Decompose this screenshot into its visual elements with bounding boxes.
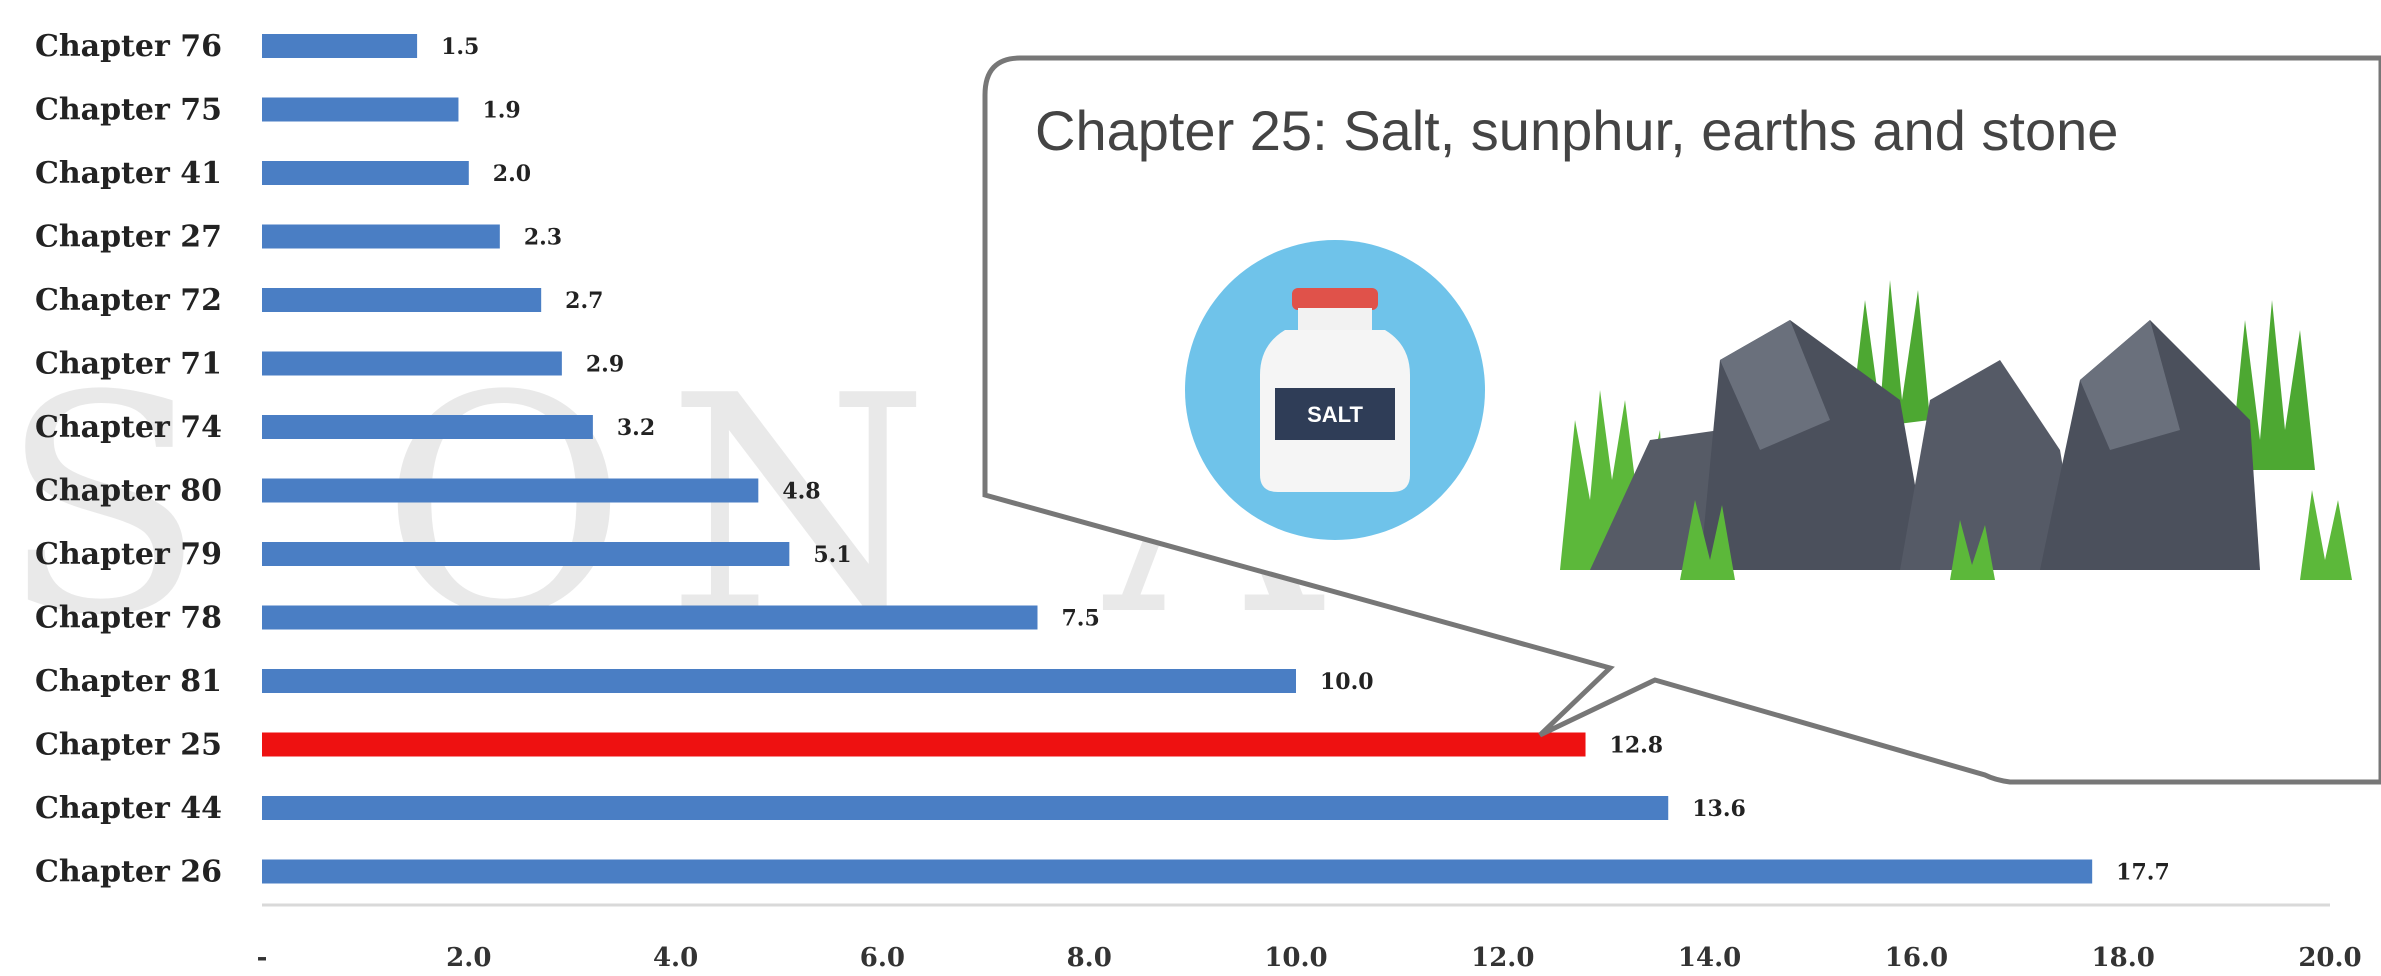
x-tick-label: 16.0 [1885,943,1948,973]
category-labels: Chapter 76 Chapter 75 Chapter 41 Chapter 27… [35,29,222,890]
value-label: 2.9 [586,352,624,378]
value-label: 2.0 [493,161,531,187]
value-label: 1.9 [482,98,520,124]
callout-bubble [982,55,2381,785]
bar-chapter-75 [262,97,459,122]
x-tick-label: 8.0 [1067,943,1112,973]
value-label: 1.5 [441,34,479,60]
category-label: Chapter 25 [35,728,222,763]
category-label: Chapter 81 [35,664,222,699]
salt-bottle-icon: SALT [1185,240,1485,540]
bar-chapter-80 [262,478,759,503]
category-label: Chapter 76 [35,29,222,64]
value-label: 2.3 [524,225,562,251]
value-labels: 1.5 1.9 2.0 2.3 2.7 2.9 3.2 4.8 5.1 7.5 10.0 12.8 13… [441,34,2170,886]
bar-chapter-79 [262,542,790,566]
bar-chapter-78 [262,605,1038,630]
category-label: Chapter 74 [35,410,222,445]
bar-chapter-81 [262,669,1296,693]
rocks-and-grass-illustration [1560,280,2352,580]
callout-title: Chapter 25: Salt, sunphur, earths and st… [1035,99,2118,162]
x-tick-labels: - 2.0 4.0 6.0 8.0 10.0 12.0 14.0 16.0 18.0 20.0 [257,943,2362,973]
category-label: Chapter 79 [35,537,222,572]
bars-group [262,34,2093,884]
category-label: Chapter 80 [35,474,222,509]
value-label: 10.0 [1320,669,1374,695]
category-label: Chapter 78 [35,601,222,636]
category-label: Chapter 27 [35,220,222,255]
value-label: 5.1 [813,542,851,568]
bar-chapter-26 [262,859,2093,884]
bar-chapter-72 [262,288,542,312]
category-label: Chapter 71 [35,347,222,382]
salt-label: SALT [1307,402,1363,427]
value-label: 7.5 [1062,606,1100,632]
x-tick-label: 14.0 [1678,943,1741,973]
x-tick-label: 4.0 [653,943,698,973]
callout: Chapter 25: Salt, sunphur, earths and st… [982,55,2381,785]
bar-chapter-74 [262,415,593,439]
category-label: Chapter 75 [35,93,222,128]
category-label: Chapter 41 [35,156,222,191]
x-tick-label: - [257,943,268,973]
value-label: 3.2 [617,415,655,441]
x-tick-label: 2.0 [446,943,491,973]
category-label: Chapter 44 [35,791,222,826]
value-label: 13.6 [1692,796,1746,822]
value-label: 2.7 [565,288,603,314]
category-label: Chapter 72 [35,283,222,318]
value-label: 12.8 [1610,733,1664,759]
value-label: 4.8 [782,479,820,505]
x-tick-label: 18.0 [2092,943,2155,973]
x-tick-label: 10.0 [1264,943,1327,973]
bar-chapter-41 [262,161,469,185]
bar-chapter-71 [262,351,562,376]
value-label: 17.7 [2116,860,2170,886]
bar-chapter-27 [262,224,500,249]
bar-chapter-44 [262,796,1669,820]
x-tick-label: 12.0 [1471,943,1534,973]
bar-chapter-25 [262,732,1586,757]
category-label: Chapter 26 [35,855,222,890]
x-tick-label: 20.0 [2298,943,2361,973]
x-tick-label: 6.0 [860,943,905,973]
bar-chapter-76 [262,34,418,58]
